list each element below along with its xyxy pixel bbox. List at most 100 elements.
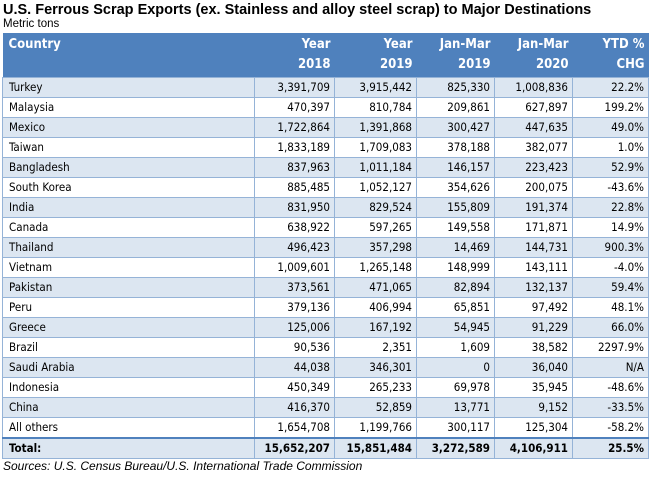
value-cell: -4.0% [572, 257, 649, 278]
value-cell: 638,922 [254, 217, 335, 238]
country-cell: Greece [2, 317, 255, 338]
column-header-line: Jan-Mar [439, 37, 491, 52]
column-header-line: Year [301, 37, 331, 52]
country-cell: Bangladesh [2, 157, 255, 178]
value-cell: 125,304 [494, 417, 573, 439]
value-cell: 378,188 [416, 137, 495, 158]
value-cell: 1,199,766 [334, 417, 417, 439]
value-cell: 14.9% [572, 217, 649, 238]
table-row: India 831,950 829,524 155,809 191,374 22.8% [2, 197, 649, 218]
column-header: Country [2, 33, 255, 78]
column-header: Year 2019 [334, 33, 417, 78]
country-cell: Brazil [2, 337, 255, 358]
value-cell: 810,784 [334, 97, 417, 118]
column-header: Year 2018 [254, 33, 335, 78]
value-cell: 9,152 [494, 397, 573, 418]
table-title: U.S. Ferrous Scrap Exports (ex. Stainles… [3, 2, 592, 18]
country-cell: Thailand [2, 237, 255, 258]
value-cell: 1,008,836 [494, 77, 573, 98]
value-cell: 191,374 [494, 197, 573, 218]
column-header-line: Country [8, 37, 61, 52]
column-header-line: 2018 [297, 57, 331, 72]
value-cell: 373,561 [254, 277, 335, 298]
value-cell: 265,233 [334, 377, 417, 398]
value-cell: 143,111 [494, 257, 573, 278]
value-cell: 406,994 [334, 297, 417, 318]
country-cell: India [2, 197, 255, 218]
value-cell: 200,075 [494, 177, 573, 198]
value-cell: 65,851 [416, 297, 495, 318]
value-cell: 416,370 [254, 397, 335, 418]
value-cell: 66.0% [572, 317, 649, 338]
value-cell: 82,894 [416, 277, 495, 298]
value-cell: 38,582 [494, 337, 573, 358]
country-cell: Pakistan [2, 277, 255, 298]
value-cell: 300,117 [416, 417, 495, 439]
value-cell: 2297.9% [572, 337, 649, 358]
value-cell: 831,950 [254, 197, 335, 218]
table-row: South Korea 885,485 1,052,127 354,626 200,07… [2, 177, 649, 198]
value-cell: 52.9% [572, 157, 649, 178]
column-header-line: YTD % [602, 37, 645, 52]
value-cell: 132,137 [494, 277, 573, 298]
value-cell: 15,652,207 [254, 437, 335, 459]
country-cell: South Korea [2, 177, 255, 198]
value-cell: 450,349 [254, 377, 335, 398]
value-cell: 1,609 [416, 337, 495, 358]
value-cell: 829,524 [334, 197, 417, 218]
value-cell: 379,136 [254, 297, 335, 318]
table-row: Vietnam 1,009,601 1,265,148 148,999 143,111-… [2, 257, 649, 278]
value-cell: 0 [416, 357, 495, 378]
table-row: All others 1,654,708 1,199,766 300,117 125,3… [2, 417, 649, 439]
country-cell: Indonesia [2, 377, 255, 398]
value-cell: 54,945 [416, 317, 495, 338]
value-cell: 209,861 [416, 97, 495, 118]
value-cell: 1.0% [572, 137, 649, 158]
value-cell: 837,963 [254, 157, 335, 178]
table-row: Turkey 3,391,709 3,915,442 825,330 1,008,836… [2, 77, 649, 98]
table-row: Pakistan 373,561 471,065 82,894 132,137 59.4% [2, 277, 649, 298]
units-subtitle: Metric tons [3, 18, 60, 30]
column-header-line: 2020 [535, 57, 569, 72]
value-cell: 1,833,189 [254, 137, 335, 158]
value-cell: 3,272,589 [416, 437, 495, 459]
country-cell: China [2, 397, 255, 418]
value-cell: 148,999 [416, 257, 495, 278]
value-cell: 44,038 [254, 357, 335, 378]
value-cell: 14,469 [416, 237, 495, 258]
value-cell: 223,423 [494, 157, 573, 178]
value-cell: 1,052,127 [334, 177, 417, 198]
value-cell: 4,106,911 [494, 437, 573, 459]
value-cell: 97,492 [494, 297, 573, 318]
value-cell: 171,871 [494, 217, 573, 238]
header-row: Country Year 2018 Year 2019 Jan-Mar 2019 Jan-Ma… [2, 33, 649, 78]
value-cell: 496,423 [254, 237, 335, 258]
column-header-line: CHG [616, 57, 645, 72]
column-header: Jan-Mar 2020 [494, 33, 573, 78]
value-cell: 885,485 [254, 177, 335, 198]
value-cell: 25.5% [572, 437, 649, 459]
value-cell: -58.2% [572, 417, 649, 439]
value-cell: 91,229 [494, 317, 573, 338]
value-cell: 300,427 [416, 117, 495, 138]
value-cell: -43.6% [572, 177, 649, 198]
country-cell: Peru [2, 297, 255, 318]
country-cell: Turkey [2, 77, 255, 98]
table-row: Canada 638,922 597,265 149,558 171,871 14.9% [2, 217, 649, 238]
column-header-line: Jan-Mar [517, 37, 569, 52]
table-row: Thailand 496,423 357,298 14,469 144,731 900.3… [2, 237, 649, 258]
value-cell: 69,978 [416, 377, 495, 398]
value-cell: 825,330 [416, 77, 495, 98]
value-cell: 59.4% [572, 277, 649, 298]
value-cell: 627,897 [494, 97, 573, 118]
value-cell: 1,391,868 [334, 117, 417, 138]
table-row: Greece 125,006 167,192 54,945 91,229 66.0% [2, 317, 649, 338]
value-cell: 597,265 [334, 217, 417, 238]
table-row: Peru 379,136 406,994 65,851 97,492 48.1% [2, 297, 649, 318]
column-header: YTD % CHG [572, 33, 649, 78]
column-header-line: 2019 [457, 57, 491, 72]
value-cell: 2,351 [334, 337, 417, 358]
value-cell: 155,809 [416, 197, 495, 218]
value-cell: 346,301 [334, 357, 417, 378]
value-cell: 146,157 [416, 157, 495, 178]
